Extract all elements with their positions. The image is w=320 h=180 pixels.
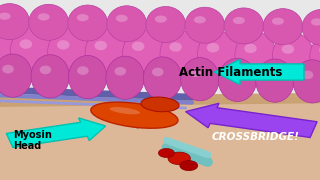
Ellipse shape <box>282 44 294 54</box>
Ellipse shape <box>302 71 313 79</box>
Ellipse shape <box>141 97 179 112</box>
Text: CROSSBRIDGE!: CROSSBRIDGE! <box>212 132 300 142</box>
Ellipse shape <box>38 13 50 21</box>
Ellipse shape <box>189 68 201 77</box>
Ellipse shape <box>272 33 314 80</box>
Ellipse shape <box>264 70 276 78</box>
Ellipse shape <box>115 67 126 76</box>
Ellipse shape <box>85 29 127 76</box>
Ellipse shape <box>310 33 320 80</box>
Ellipse shape <box>302 9 320 45</box>
Ellipse shape <box>185 7 225 43</box>
Ellipse shape <box>0 4 29 40</box>
Ellipse shape <box>160 31 202 77</box>
Ellipse shape <box>224 8 264 44</box>
Text: Actin Filaments: Actin Filaments <box>179 66 282 78</box>
FancyArrow shape <box>186 103 317 138</box>
Ellipse shape <box>233 17 245 24</box>
Ellipse shape <box>106 56 144 99</box>
Circle shape <box>137 120 145 125</box>
Ellipse shape <box>0 27 14 74</box>
Circle shape <box>147 111 154 116</box>
Ellipse shape <box>91 102 178 128</box>
Bar <box>0 0 320 104</box>
Text: Myosin
Head: Myosin Head <box>13 130 52 151</box>
Bar <box>0 97 320 180</box>
Ellipse shape <box>263 9 303 45</box>
Ellipse shape <box>132 42 144 51</box>
Ellipse shape <box>68 55 107 99</box>
Ellipse shape <box>197 31 239 78</box>
Ellipse shape <box>169 42 182 52</box>
Circle shape <box>168 152 190 165</box>
Ellipse shape <box>218 58 257 102</box>
Ellipse shape <box>68 5 108 41</box>
Circle shape <box>158 148 174 158</box>
Ellipse shape <box>20 39 32 49</box>
Ellipse shape <box>57 40 69 50</box>
Ellipse shape <box>109 107 140 114</box>
Ellipse shape <box>116 15 128 22</box>
Ellipse shape <box>194 16 206 23</box>
Ellipse shape <box>2 65 14 73</box>
Ellipse shape <box>0 54 32 97</box>
Circle shape <box>180 161 198 171</box>
Ellipse shape <box>29 4 68 40</box>
Ellipse shape <box>256 59 294 102</box>
Ellipse shape <box>94 41 107 50</box>
Ellipse shape <box>48 28 89 75</box>
Ellipse shape <box>143 57 182 100</box>
Ellipse shape <box>244 44 257 53</box>
Ellipse shape <box>311 18 320 26</box>
Ellipse shape <box>123 30 164 77</box>
Ellipse shape <box>227 69 238 78</box>
Ellipse shape <box>152 68 164 76</box>
Ellipse shape <box>107 6 147 42</box>
Ellipse shape <box>77 14 89 21</box>
Ellipse shape <box>77 66 89 75</box>
Ellipse shape <box>10 28 52 75</box>
FancyArrow shape <box>214 59 304 85</box>
Ellipse shape <box>155 15 167 23</box>
Ellipse shape <box>181 58 219 101</box>
FancyArrow shape <box>6 118 106 147</box>
Ellipse shape <box>207 43 219 52</box>
Ellipse shape <box>319 45 320 55</box>
Ellipse shape <box>31 55 69 98</box>
Ellipse shape <box>293 60 320 103</box>
Ellipse shape <box>40 66 51 74</box>
Ellipse shape <box>146 6 186 42</box>
Ellipse shape <box>235 32 276 79</box>
Ellipse shape <box>0 13 11 20</box>
Circle shape <box>156 102 164 107</box>
Ellipse shape <box>272 18 284 25</box>
